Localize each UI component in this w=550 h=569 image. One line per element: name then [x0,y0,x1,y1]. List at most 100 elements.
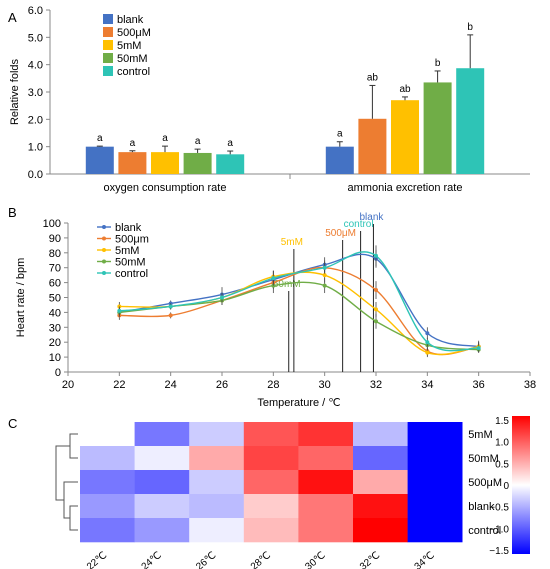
legend-marker [102,259,106,264]
data-point [117,308,122,313]
heatmap-cell [243,446,299,471]
legend-swatch [103,66,113,76]
scale-tick-label: 0 [503,481,509,492]
scale-tick-label: 0.5 [495,459,509,470]
legend-entry: 500μM [117,27,151,39]
heatmap-cell [134,446,190,471]
data-point [271,276,276,281]
data-point [168,313,173,318]
significance-letter: a [227,138,233,149]
dendrogram-branch [69,433,78,459]
heatmap-cell [298,518,354,543]
series-line [119,253,479,348]
heatmap-cell [134,518,190,543]
heatmap-cell [353,446,408,471]
significance-letter: ab [399,84,411,95]
legend-swatch [103,53,113,63]
peak-marker-label: blank [359,212,384,223]
data-point [425,350,430,355]
scale-tick-label: −0.5 [489,503,509,514]
panel-c-heatmap: 5mM 50mM 500μM blank control 22℃ 24℃ 26℃ 28℃ 30℃ 3… [55,416,530,569]
legend-entry: control [115,268,148,280]
dendrogram-branch [55,445,70,501]
heatmap-cell [80,494,135,519]
legend-marker [102,225,106,229]
legend-marker [102,236,106,241]
legend-entry: 50mM [117,53,148,65]
legend-swatch [103,14,113,24]
bar [118,152,147,174]
y-tick-label: 90 [49,233,61,245]
y-tick-label: 20 [49,337,61,349]
panel-label-b: B [8,205,17,220]
y-tick-label: 40 [49,307,61,319]
series-line [119,251,479,352]
legend-entry: blank [117,14,144,26]
y-tick-label: 10 [49,352,61,364]
column-label: 30℃ [303,550,327,569]
heatmap-cell [298,470,354,495]
bar [423,82,452,174]
panel-b-line-chart: 0 10 20 30 40 50 60 70 80 90 100 20 22 24 26 28 30 32 34 36… [15,212,536,409]
legend-entry: 50mM [115,257,146,269]
peak-marker-label: 500μM [325,228,356,239]
x-tick-label: 28 [267,379,279,391]
dendrogram-branch [63,481,78,519]
y-tick-label: 0 [55,367,61,379]
heatmap-cell [353,518,408,543]
data-point [220,295,224,300]
heatmap-cell [353,494,408,519]
y-tick-label: 80 [49,248,61,260]
heatmap-cell [243,470,299,495]
y-tick-label: 50 [49,293,61,305]
data-point [322,283,327,288]
bar [183,152,212,174]
significance-letter: a [97,133,103,144]
data-point [374,288,378,293]
significance-letter: ab [367,72,379,83]
data-point [374,307,378,312]
heatmap-cell [243,518,299,543]
heatmap-cell [298,494,354,519]
bar [216,154,245,174]
y-axis-label: Relative folds [9,58,21,125]
data-point [322,273,327,278]
heatmap-cell [80,470,135,495]
x-tick-label: 34 [421,379,433,391]
heatmap-cell [134,470,190,495]
heatmap-cell [407,422,463,447]
scale-tick-label: −1.0 [489,524,509,535]
scale-tick-label: 1.5 [495,416,509,427]
y-tick-label: 70 [49,263,61,275]
scale-tick-label: 1.0 [495,438,509,449]
x-category-label: ammonia excretion rate [348,182,463,194]
x-axis-label: Temperature / ℃ [257,397,340,409]
y-tick-label: 30 [49,322,61,334]
row-label: control [468,525,501,537]
y-tick-label: 3.0 [28,87,43,99]
x-tick-label: 32 [370,379,382,391]
heatmap-cell [298,446,354,471]
data-point [476,346,481,351]
data-point [425,340,430,345]
legend-entry: 5mM [115,245,139,257]
heatmap-cell [134,422,190,447]
x-tick-label: 38 [524,379,536,391]
legend-entry: 5mM [117,40,141,52]
column-label: 34℃ [413,550,437,569]
y-tick-label: 2.0 [28,114,43,126]
y-tick-label: 60 [49,278,61,290]
legend-entry: 500μm [115,234,149,246]
significance-letter: a [195,136,201,147]
significance-letter: b [467,22,473,33]
row-label: 50mM [468,453,499,465]
bar [85,146,114,174]
heatmap-cell [298,422,354,447]
column-label: 28℃ [249,550,273,569]
heatmap-cell [189,494,245,519]
significance-letter: b [435,58,441,69]
panel-label-c: C [8,416,17,431]
panel-a-bar-chart: 0.0 1.0 2.0 3.0 4.0 5.0 6.0 Relative folds oxyge… [9,5,530,194]
heatmap-cell [243,422,299,447]
